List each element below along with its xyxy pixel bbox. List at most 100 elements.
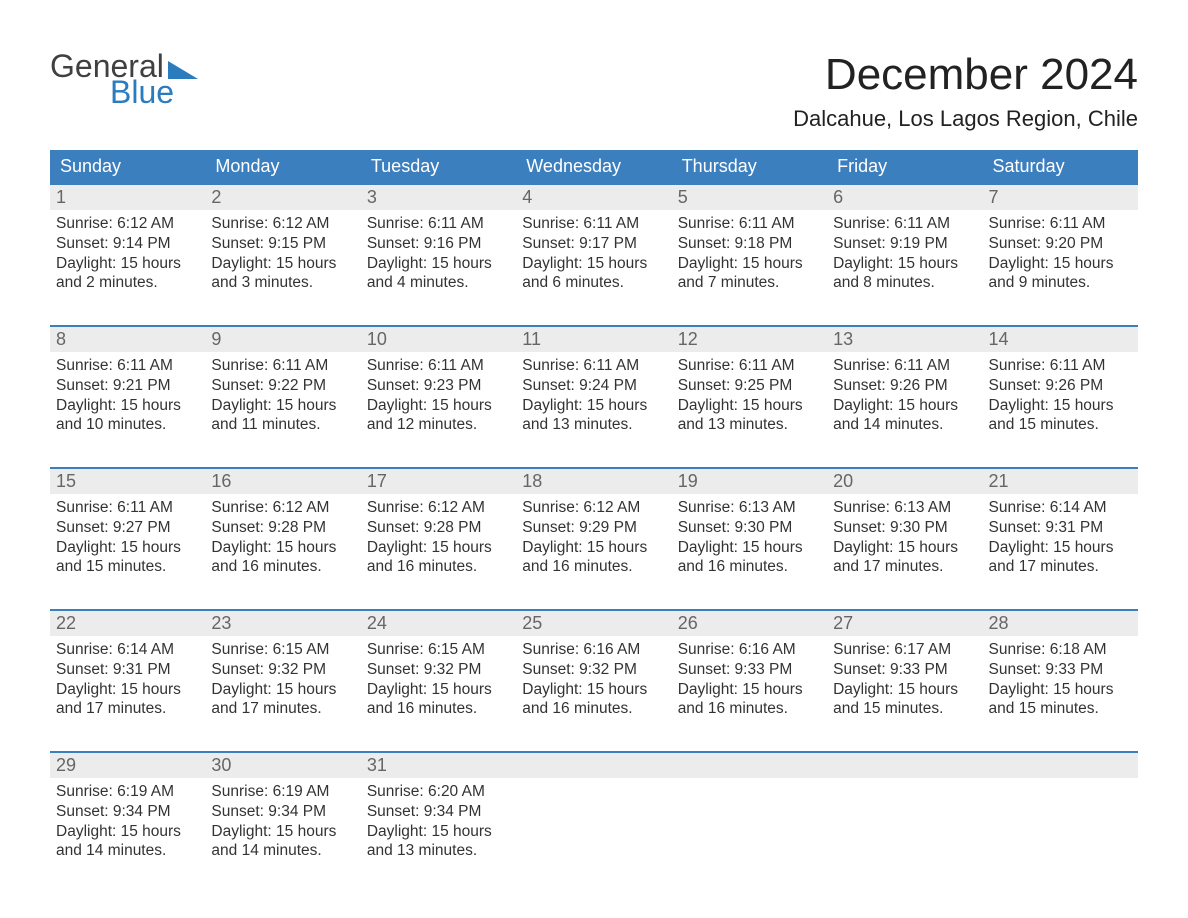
day-details: Sunrise: 6:11 AMSunset: 9:18 PMDaylight:… bbox=[672, 210, 827, 293]
day-number: 18 bbox=[516, 469, 671, 494]
day-d1: Daylight: 15 hours bbox=[678, 680, 821, 700]
day-number: 15 bbox=[50, 469, 205, 494]
day-number: 23 bbox=[205, 611, 360, 636]
day-sunrise: Sunrise: 6:12 AM bbox=[56, 214, 199, 234]
day-sunset: Sunset: 9:16 PM bbox=[367, 234, 510, 254]
day-d2: and 13 minutes. bbox=[522, 415, 665, 435]
day-number: 1 bbox=[50, 185, 205, 210]
day-d2: and 16 minutes. bbox=[367, 557, 510, 577]
calendar-day: 24Sunrise: 6:15 AMSunset: 9:32 PMDayligh… bbox=[361, 611, 516, 731]
calendar-day: 21Sunrise: 6:14 AMSunset: 9:31 PMDayligh… bbox=[983, 469, 1138, 589]
day-sunrise: Sunrise: 6:11 AM bbox=[989, 214, 1132, 234]
day-details: Sunrise: 6:18 AMSunset: 9:33 PMDaylight:… bbox=[983, 636, 1138, 719]
day-d2: and 15 minutes. bbox=[56, 557, 199, 577]
calendar-day: 23Sunrise: 6:15 AMSunset: 9:32 PMDayligh… bbox=[205, 611, 360, 731]
calendar-day: 16Sunrise: 6:12 AMSunset: 9:28 PMDayligh… bbox=[205, 469, 360, 589]
calendar-day: 5Sunrise: 6:11 AMSunset: 9:18 PMDaylight… bbox=[672, 185, 827, 305]
calendar: Sunday Monday Tuesday Wednesday Thursday… bbox=[50, 150, 1138, 873]
day-d1: Daylight: 15 hours bbox=[989, 396, 1132, 416]
logo: General Blue bbox=[50, 50, 198, 108]
day-d1: Daylight: 15 hours bbox=[367, 396, 510, 416]
day-d2: and 13 minutes. bbox=[678, 415, 821, 435]
day-details: Sunrise: 6:19 AMSunset: 9:34 PMDaylight:… bbox=[50, 778, 205, 861]
calendar-day: 22Sunrise: 6:14 AMSunset: 9:31 PMDayligh… bbox=[50, 611, 205, 731]
day-number: 24 bbox=[361, 611, 516, 636]
day-number: 9 bbox=[205, 327, 360, 352]
calendar-day: 19Sunrise: 6:13 AMSunset: 9:30 PMDayligh… bbox=[672, 469, 827, 589]
day-sunrise: Sunrise: 6:20 AM bbox=[367, 782, 510, 802]
day-header-friday: Friday bbox=[827, 150, 982, 183]
day-d2: and 16 minutes. bbox=[522, 557, 665, 577]
day-d2: and 16 minutes. bbox=[367, 699, 510, 719]
calendar-day: 25Sunrise: 6:16 AMSunset: 9:32 PMDayligh… bbox=[516, 611, 671, 731]
day-sunrise: Sunrise: 6:11 AM bbox=[989, 356, 1132, 376]
day-details: Sunrise: 6:11 AMSunset: 9:25 PMDaylight:… bbox=[672, 352, 827, 435]
day-number: 14 bbox=[983, 327, 1138, 352]
calendar-day: 27Sunrise: 6:17 AMSunset: 9:33 PMDayligh… bbox=[827, 611, 982, 731]
day-sunset: Sunset: 9:18 PM bbox=[678, 234, 821, 254]
day-d1: Daylight: 15 hours bbox=[56, 254, 199, 274]
day-sunrise: Sunrise: 6:11 AM bbox=[522, 356, 665, 376]
calendar-week: 29Sunrise: 6:19 AMSunset: 9:34 PMDayligh… bbox=[50, 751, 1138, 873]
day-d2: and 14 minutes. bbox=[211, 841, 354, 861]
day-sunset: Sunset: 9:31 PM bbox=[989, 518, 1132, 538]
day-sunrise: Sunrise: 6:11 AM bbox=[833, 214, 976, 234]
day-d2: and 17 minutes. bbox=[211, 699, 354, 719]
day-sunrise: Sunrise: 6:12 AM bbox=[522, 498, 665, 518]
calendar-day: . bbox=[983, 753, 1138, 873]
day-d2: and 16 minutes. bbox=[522, 699, 665, 719]
day-number: . bbox=[983, 753, 1138, 778]
day-number: 2 bbox=[205, 185, 360, 210]
month-title: December 2024 bbox=[793, 50, 1138, 100]
day-details: Sunrise: 6:11 AMSunset: 9:21 PMDaylight:… bbox=[50, 352, 205, 435]
day-details: Sunrise: 6:17 AMSunset: 9:33 PMDaylight:… bbox=[827, 636, 982, 719]
day-sunrise: Sunrise: 6:11 AM bbox=[678, 214, 821, 234]
day-number: 25 bbox=[516, 611, 671, 636]
day-sunrise: Sunrise: 6:12 AM bbox=[211, 214, 354, 234]
day-d2: and 10 minutes. bbox=[56, 415, 199, 435]
day-number: 19 bbox=[672, 469, 827, 494]
day-sunrise: Sunrise: 6:11 AM bbox=[522, 214, 665, 234]
day-d1: Daylight: 15 hours bbox=[522, 680, 665, 700]
calendar-day: 9Sunrise: 6:11 AMSunset: 9:22 PMDaylight… bbox=[205, 327, 360, 447]
day-sunset: Sunset: 9:33 PM bbox=[678, 660, 821, 680]
day-details: Sunrise: 6:11 AMSunset: 9:19 PMDaylight:… bbox=[827, 210, 982, 293]
day-sunset: Sunset: 9:30 PM bbox=[678, 518, 821, 538]
day-sunset: Sunset: 9:34 PM bbox=[367, 802, 510, 822]
calendar-day: 28Sunrise: 6:18 AMSunset: 9:33 PMDayligh… bbox=[983, 611, 1138, 731]
calendar-day: 2Sunrise: 6:12 AMSunset: 9:15 PMDaylight… bbox=[205, 185, 360, 305]
calendar-day: 30Sunrise: 6:19 AMSunset: 9:34 PMDayligh… bbox=[205, 753, 360, 873]
day-d2: and 11 minutes. bbox=[211, 415, 354, 435]
day-details: Sunrise: 6:11 AMSunset: 9:16 PMDaylight:… bbox=[361, 210, 516, 293]
calendar-day: 18Sunrise: 6:12 AMSunset: 9:29 PMDayligh… bbox=[516, 469, 671, 589]
day-sunrise: Sunrise: 6:17 AM bbox=[833, 640, 976, 660]
calendar-day: . bbox=[516, 753, 671, 873]
day-d1: Daylight: 15 hours bbox=[211, 680, 354, 700]
day-details: Sunrise: 6:11 AMSunset: 9:26 PMDaylight:… bbox=[983, 352, 1138, 435]
day-header-wednesday: Wednesday bbox=[516, 150, 671, 183]
day-d2: and 13 minutes. bbox=[367, 841, 510, 861]
day-d2: and 14 minutes. bbox=[833, 415, 976, 435]
day-sunset: Sunset: 9:17 PM bbox=[522, 234, 665, 254]
day-d1: Daylight: 15 hours bbox=[522, 538, 665, 558]
day-d1: Daylight: 15 hours bbox=[56, 822, 199, 842]
day-details: Sunrise: 6:12 AMSunset: 9:29 PMDaylight:… bbox=[516, 494, 671, 577]
day-details: Sunrise: 6:20 AMSunset: 9:34 PMDaylight:… bbox=[361, 778, 516, 861]
day-sunrise: Sunrise: 6:16 AM bbox=[522, 640, 665, 660]
calendar-day: 20Sunrise: 6:13 AMSunset: 9:30 PMDayligh… bbox=[827, 469, 982, 589]
day-d2: and 17 minutes. bbox=[833, 557, 976, 577]
day-number: 6 bbox=[827, 185, 982, 210]
day-number: 16 bbox=[205, 469, 360, 494]
day-sunset: Sunset: 9:28 PM bbox=[367, 518, 510, 538]
day-number: 4 bbox=[516, 185, 671, 210]
calendar-day: 14Sunrise: 6:11 AMSunset: 9:26 PMDayligh… bbox=[983, 327, 1138, 447]
day-number: 31 bbox=[361, 753, 516, 778]
calendar-day: 13Sunrise: 6:11 AMSunset: 9:26 PMDayligh… bbox=[827, 327, 982, 447]
day-sunset: Sunset: 9:34 PM bbox=[56, 802, 199, 822]
calendar-day: 7Sunrise: 6:11 AMSunset: 9:20 PMDaylight… bbox=[983, 185, 1138, 305]
day-d1: Daylight: 15 hours bbox=[522, 396, 665, 416]
day-d2: and 15 minutes. bbox=[989, 415, 1132, 435]
day-sunrise: Sunrise: 6:14 AM bbox=[989, 498, 1132, 518]
day-sunset: Sunset: 9:14 PM bbox=[56, 234, 199, 254]
day-sunset: Sunset: 9:28 PM bbox=[211, 518, 354, 538]
